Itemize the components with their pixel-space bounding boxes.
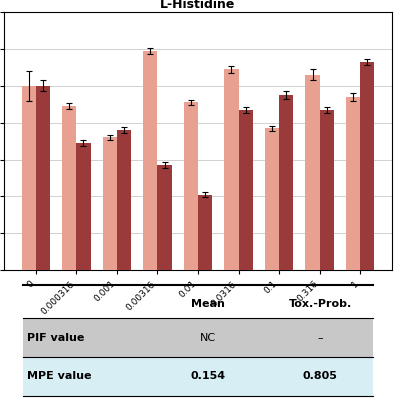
Bar bbox=[62, 106, 76, 270]
Bar bbox=[238, 110, 253, 270]
Bar bbox=[346, 97, 360, 270]
Bar bbox=[305, 75, 320, 270]
Bar bbox=[184, 102, 198, 270]
Text: –: – bbox=[318, 333, 323, 343]
Title: L-Histidine: L-Histidine bbox=[160, 0, 236, 11]
Text: PIF value: PIF value bbox=[27, 333, 85, 343]
Bar bbox=[320, 110, 334, 270]
Bar bbox=[198, 195, 212, 270]
Bar bbox=[22, 86, 36, 270]
Bar bbox=[76, 143, 91, 270]
Bar bbox=[23, 357, 373, 396]
Bar bbox=[360, 62, 374, 270]
Text: 0.805: 0.805 bbox=[303, 371, 338, 382]
Bar bbox=[143, 51, 158, 270]
Text: MPE value: MPE value bbox=[27, 371, 92, 382]
Bar bbox=[36, 86, 50, 270]
Bar bbox=[279, 95, 293, 270]
Bar bbox=[225, 69, 238, 270]
Bar bbox=[103, 137, 117, 270]
Bar bbox=[23, 318, 373, 357]
Text: 0.154: 0.154 bbox=[190, 371, 225, 382]
Text: Mean: Mean bbox=[191, 298, 225, 309]
Text: NC: NC bbox=[200, 333, 216, 343]
Bar bbox=[117, 130, 131, 270]
Bar bbox=[158, 165, 171, 270]
Text: Tox.-Prob.: Tox.-Prob. bbox=[289, 298, 352, 309]
Bar bbox=[265, 128, 279, 270]
